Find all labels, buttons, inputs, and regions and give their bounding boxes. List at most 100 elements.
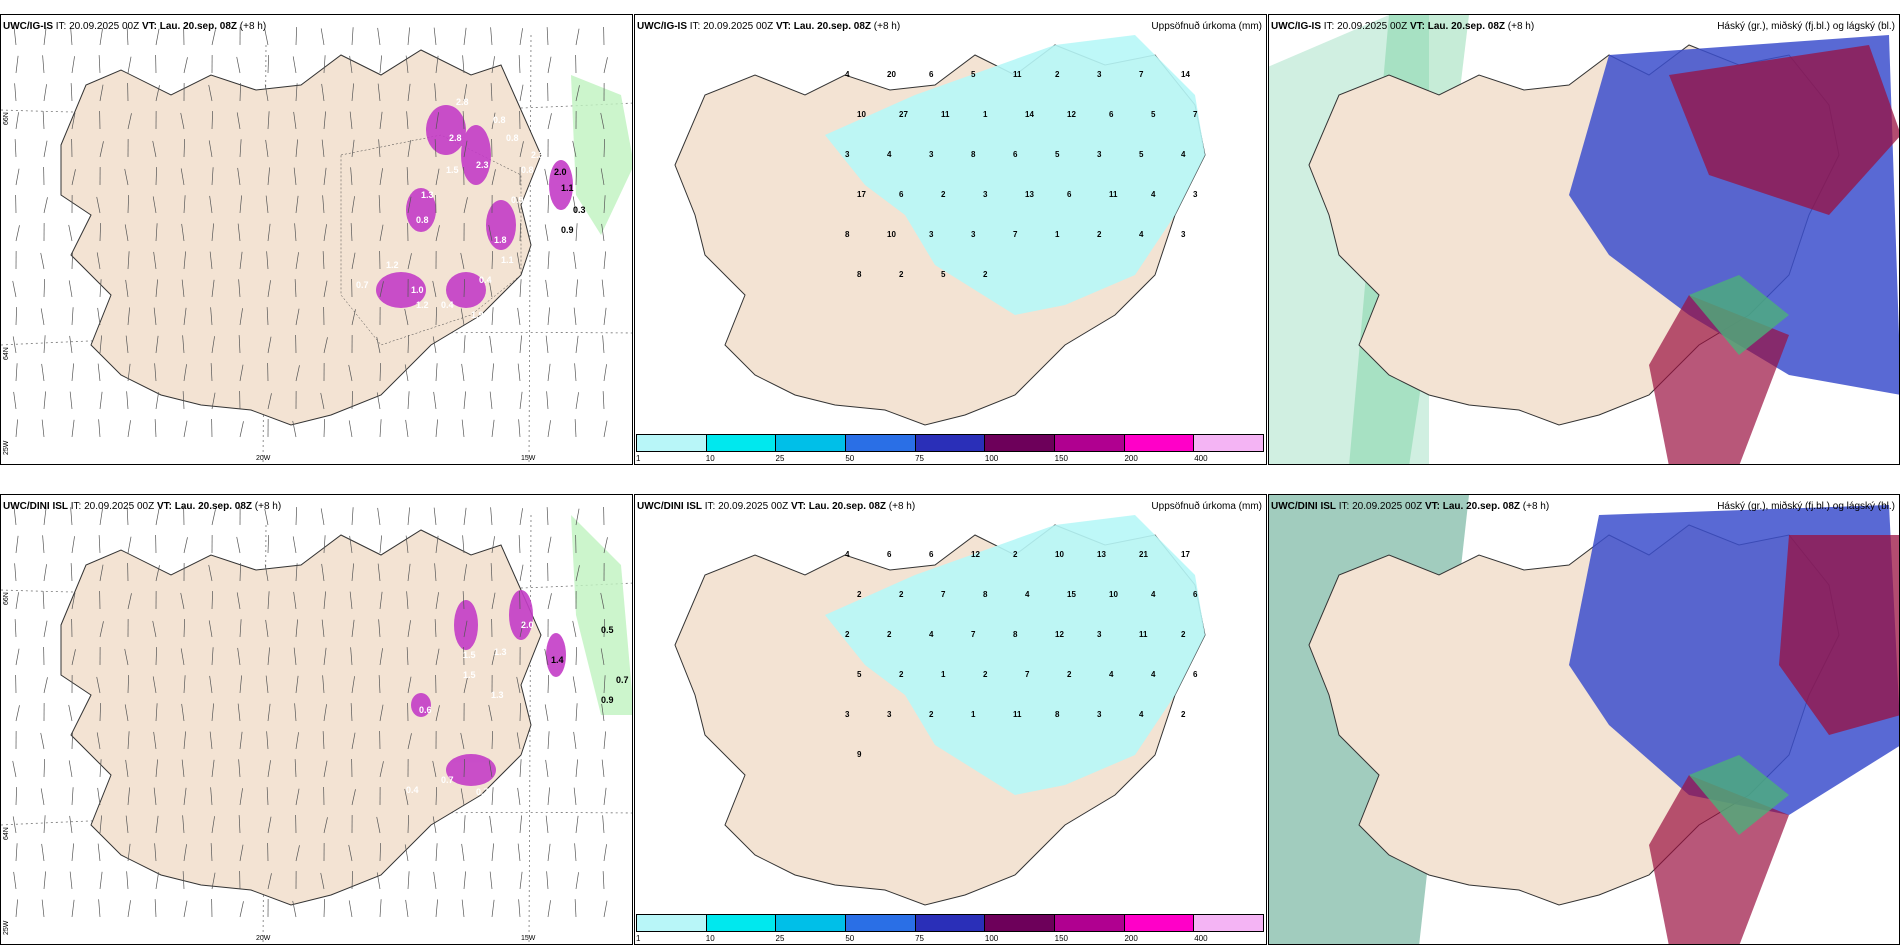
- precip-value-label: 3: [971, 230, 976, 239]
- wind-value-label: 1.8: [494, 235, 507, 245]
- wind-barb: [266, 787, 269, 806]
- lon-label-25w: 25W: [3, 920, 10, 935]
- wind-barb: [295, 788, 300, 806]
- wind-barb: [292, 900, 297, 918]
- wind-barb: [155, 279, 158, 298]
- legend-colorbar: [636, 434, 1264, 452]
- wind-value-label: 1.5: [463, 670, 476, 680]
- wind-barb: [491, 787, 494, 806]
- wind-barb: [264, 28, 269, 46]
- wind-barb: [155, 508, 160, 526]
- wind-barb: [211, 167, 214, 186]
- wind-barb: [435, 592, 439, 610]
- precip-value-label: 14: [1025, 110, 1034, 119]
- legend-tick-label: 75: [915, 934, 925, 943]
- wind-barb: [378, 195, 381, 214]
- legend-swatch: [637, 915, 707, 931]
- wind-barb: [182, 815, 185, 834]
- wind-barb: [70, 507, 73, 526]
- wind-barb: [379, 363, 381, 382]
- wind-barb: [182, 391, 185, 410]
- wind-barb: [124, 168, 129, 186]
- wind-barb: [517, 843, 521, 862]
- wind-barb: [40, 252, 45, 270]
- wind-barb: [491, 169, 496, 186]
- legend-row2: 1 10 25 50 75 100 150 200 400: [635, 914, 1266, 944]
- precip-value-label: 1: [971, 710, 976, 719]
- wind-barb: [293, 167, 297, 186]
- wind-barb: [323, 535, 326, 554]
- lon-label-20w: 20W: [256, 935, 271, 942]
- wind-barb: [127, 675, 129, 694]
- wind-barb: [406, 111, 409, 130]
- precip-value-label: 7: [1193, 110, 1198, 119]
- wind-barb: [267, 816, 272, 834]
- wind-barb: [323, 337, 328, 354]
- wind-value-label: 1.3: [526, 765, 539, 775]
- wind-barb: [407, 507, 410, 526]
- wind-barb: [603, 787, 607, 806]
- precip-value-label: 4: [1151, 590, 1156, 599]
- wind-barb: [180, 592, 185, 610]
- wind-barb: [376, 816, 381, 834]
- wind-barb: [407, 335, 409, 354]
- wind-barb: [97, 363, 101, 382]
- legend-swatch: [985, 435, 1056, 451]
- wind-value-label: 0.3: [573, 205, 586, 215]
- wind-barb: [489, 815, 493, 834]
- wind-barb: [544, 224, 549, 242]
- precip-value-label: 2: [929, 710, 934, 719]
- wind-barb: [547, 307, 550, 326]
- wind-barb: [573, 251, 577, 270]
- wind-barb: [463, 871, 466, 890]
- wind-barb: [547, 900, 551, 918]
- legend-tick-label: 50: [845, 454, 855, 463]
- wind-barb: [239, 421, 244, 438]
- legend-tick-label: 50: [845, 934, 855, 943]
- wind-barb: [295, 507, 297, 526]
- wind-barb: [209, 251, 213, 270]
- wind-barb: [323, 280, 328, 298]
- wind-barb: [266, 251, 269, 270]
- wind-barb: [127, 420, 131, 438]
- wind-barb: [603, 900, 608, 918]
- wind-barb: [124, 224, 129, 242]
- wind-barb: [42, 591, 45, 610]
- wind-barb: [322, 731, 325, 750]
- wind-barb: [575, 703, 578, 722]
- wind-barb: [518, 535, 521, 554]
- precip-value-label: 10: [887, 230, 896, 239]
- wind-barb: [41, 843, 45, 862]
- wind-barb: [239, 675, 242, 694]
- wind-barb: [547, 113, 552, 130]
- precip-value-label: 12: [1055, 630, 1064, 639]
- wind-barb: [71, 731, 73, 750]
- wind-barb: [434, 139, 437, 158]
- legend-swatch: [985, 915, 1056, 931]
- wind-barb: [517, 307, 521, 326]
- wind-barb: [71, 169, 76, 186]
- cloud-panel-row2: UWC/DINI ISL IT: 20.09.2025 00Z VT: Lau.…: [1268, 494, 1900, 945]
- precip-value-label: 3: [887, 710, 892, 719]
- wind-barb: [153, 307, 157, 326]
- legend-swatch: [776, 915, 847, 931]
- wind-barb: [573, 787, 577, 806]
- legend-swatch: [1124, 915, 1195, 931]
- wind-barb: [488, 224, 493, 242]
- wind-barb: [294, 759, 297, 778]
- wind-barb: [432, 816, 437, 834]
- precip-value-label: 2: [1181, 710, 1186, 719]
- wind-barb: [404, 844, 409, 862]
- precip-value-label: 10: [1109, 590, 1118, 599]
- wind-barb: [488, 280, 493, 298]
- wind-barb: [460, 732, 465, 750]
- wind-barb: [379, 168, 383, 186]
- precip-value-label: 1: [941, 670, 946, 679]
- precip-value-label: 3: [1097, 710, 1102, 719]
- wind-barb: [601, 223, 605, 242]
- wind-barb: [71, 843, 74, 862]
- wind-barb: [491, 649, 496, 666]
- wind-barb: [71, 363, 74, 382]
- wind-barb: [42, 55, 45, 74]
- wind-barb: [491, 899, 495, 918]
